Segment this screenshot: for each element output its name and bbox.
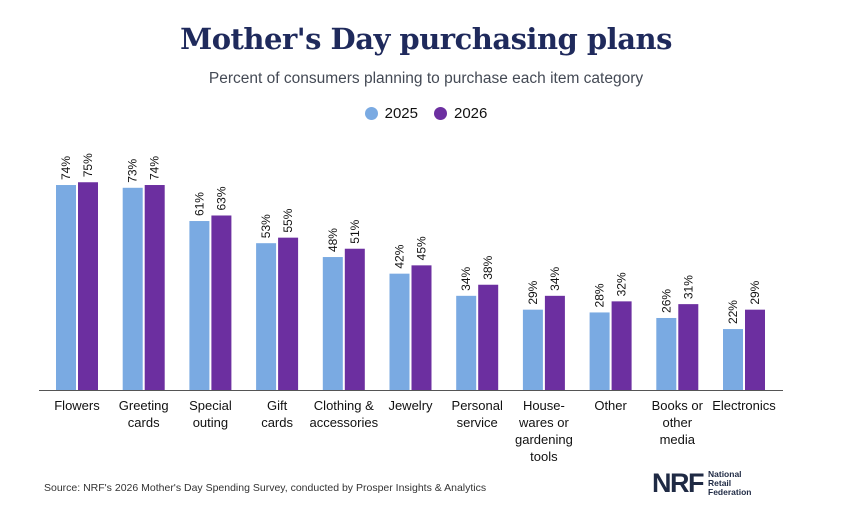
data-label: 42% xyxy=(393,244,407,268)
data-label: 75% xyxy=(81,153,95,177)
category-label: cards xyxy=(261,415,293,430)
bar xyxy=(144,185,165,390)
category-label: Gift xyxy=(267,398,288,413)
bar xyxy=(611,301,632,390)
category-label: outing xyxy=(193,415,228,430)
bar xyxy=(589,312,610,390)
bar xyxy=(678,304,699,390)
category-label: Special xyxy=(189,398,232,413)
bar xyxy=(344,248,365,390)
bar xyxy=(122,187,143,390)
data-label: 26% xyxy=(659,289,673,313)
data-label: 31% xyxy=(681,275,695,299)
legend-item-2025: 2025 xyxy=(364,105,418,122)
bar xyxy=(389,273,410,390)
category-label: accessories xyxy=(309,415,378,430)
bar xyxy=(211,215,232,390)
bar xyxy=(56,185,76,390)
bar xyxy=(78,182,98,390)
data-label: 32% xyxy=(615,272,629,296)
logo-line: National xyxy=(708,469,742,480)
bar xyxy=(656,317,677,390)
category-label: Electronics xyxy=(712,398,776,413)
data-label: 34% xyxy=(459,266,473,290)
bar xyxy=(723,329,743,390)
logo-text: National Retail Federation xyxy=(708,470,751,497)
legend-swatch-2025 xyxy=(364,107,378,120)
category-label: wares or xyxy=(518,415,570,430)
data-label: 29% xyxy=(748,280,762,304)
category-label: tools xyxy=(530,449,558,464)
category-label: other xyxy=(662,415,692,430)
category-label: gardening xyxy=(515,432,573,447)
legend-label-2026: 2026 xyxy=(454,105,488,122)
legend-label-2025: 2025 xyxy=(384,105,418,122)
data-label: 74% xyxy=(148,156,162,180)
bar xyxy=(522,309,543,390)
data-label: 48% xyxy=(326,228,340,252)
category-label: House- xyxy=(523,398,565,413)
bar xyxy=(256,243,277,390)
legend-swatch-2026 xyxy=(434,107,447,120)
category-label: media xyxy=(660,432,696,447)
category-label: service xyxy=(457,415,498,430)
bar-chart: 74% 75% Flowers 73% 74% Greeting cards 61% 63% Sp… xyxy=(39,153,783,464)
source-note: Source: NRF's 2026 Mother's Day Spending… xyxy=(44,482,487,494)
chart-legend: 2025 2026 xyxy=(0,105,852,122)
data-label: 73% xyxy=(126,158,140,182)
logo-line: Retail xyxy=(708,478,732,489)
logo-mark: NRF xyxy=(652,468,705,498)
bar xyxy=(322,257,343,390)
data-label: 74% xyxy=(59,156,73,180)
bar xyxy=(189,221,210,390)
category-label: Greeting xyxy=(119,398,169,413)
data-label: 45% xyxy=(415,236,429,260)
data-label: 61% xyxy=(192,192,206,216)
data-label: 38% xyxy=(481,255,495,279)
category-label: Jewelry xyxy=(388,398,433,413)
data-label: 63% xyxy=(214,186,228,210)
category-label: Clothing & xyxy=(314,398,374,413)
nrf-logo: NRF National Retail Federation xyxy=(652,470,751,497)
bar xyxy=(411,265,432,390)
data-label: 28% xyxy=(593,283,607,307)
bar xyxy=(278,237,299,390)
data-label: 51% xyxy=(348,219,362,243)
bar xyxy=(456,295,477,390)
category-label: cards xyxy=(128,415,160,430)
data-label: 55% xyxy=(281,208,295,232)
chart-subtitle: Percent of consumers planning to purchas… xyxy=(208,70,644,87)
legend-item-2026: 2026 xyxy=(434,105,487,122)
data-label: 53% xyxy=(259,214,273,238)
bar xyxy=(745,309,765,390)
data-label: 34% xyxy=(548,266,562,290)
chart-title: Mother's Day purchasing plans xyxy=(180,22,672,56)
logo-line: Federation xyxy=(708,486,752,497)
category-label: Books or xyxy=(652,398,704,413)
data-label: 29% xyxy=(526,280,540,304)
category-label: Other xyxy=(594,398,627,413)
category-label: Personal xyxy=(452,398,503,413)
bar xyxy=(478,284,499,390)
category-label: Flowers xyxy=(54,398,100,413)
data-label: 22% xyxy=(726,300,740,324)
bar xyxy=(544,295,565,390)
